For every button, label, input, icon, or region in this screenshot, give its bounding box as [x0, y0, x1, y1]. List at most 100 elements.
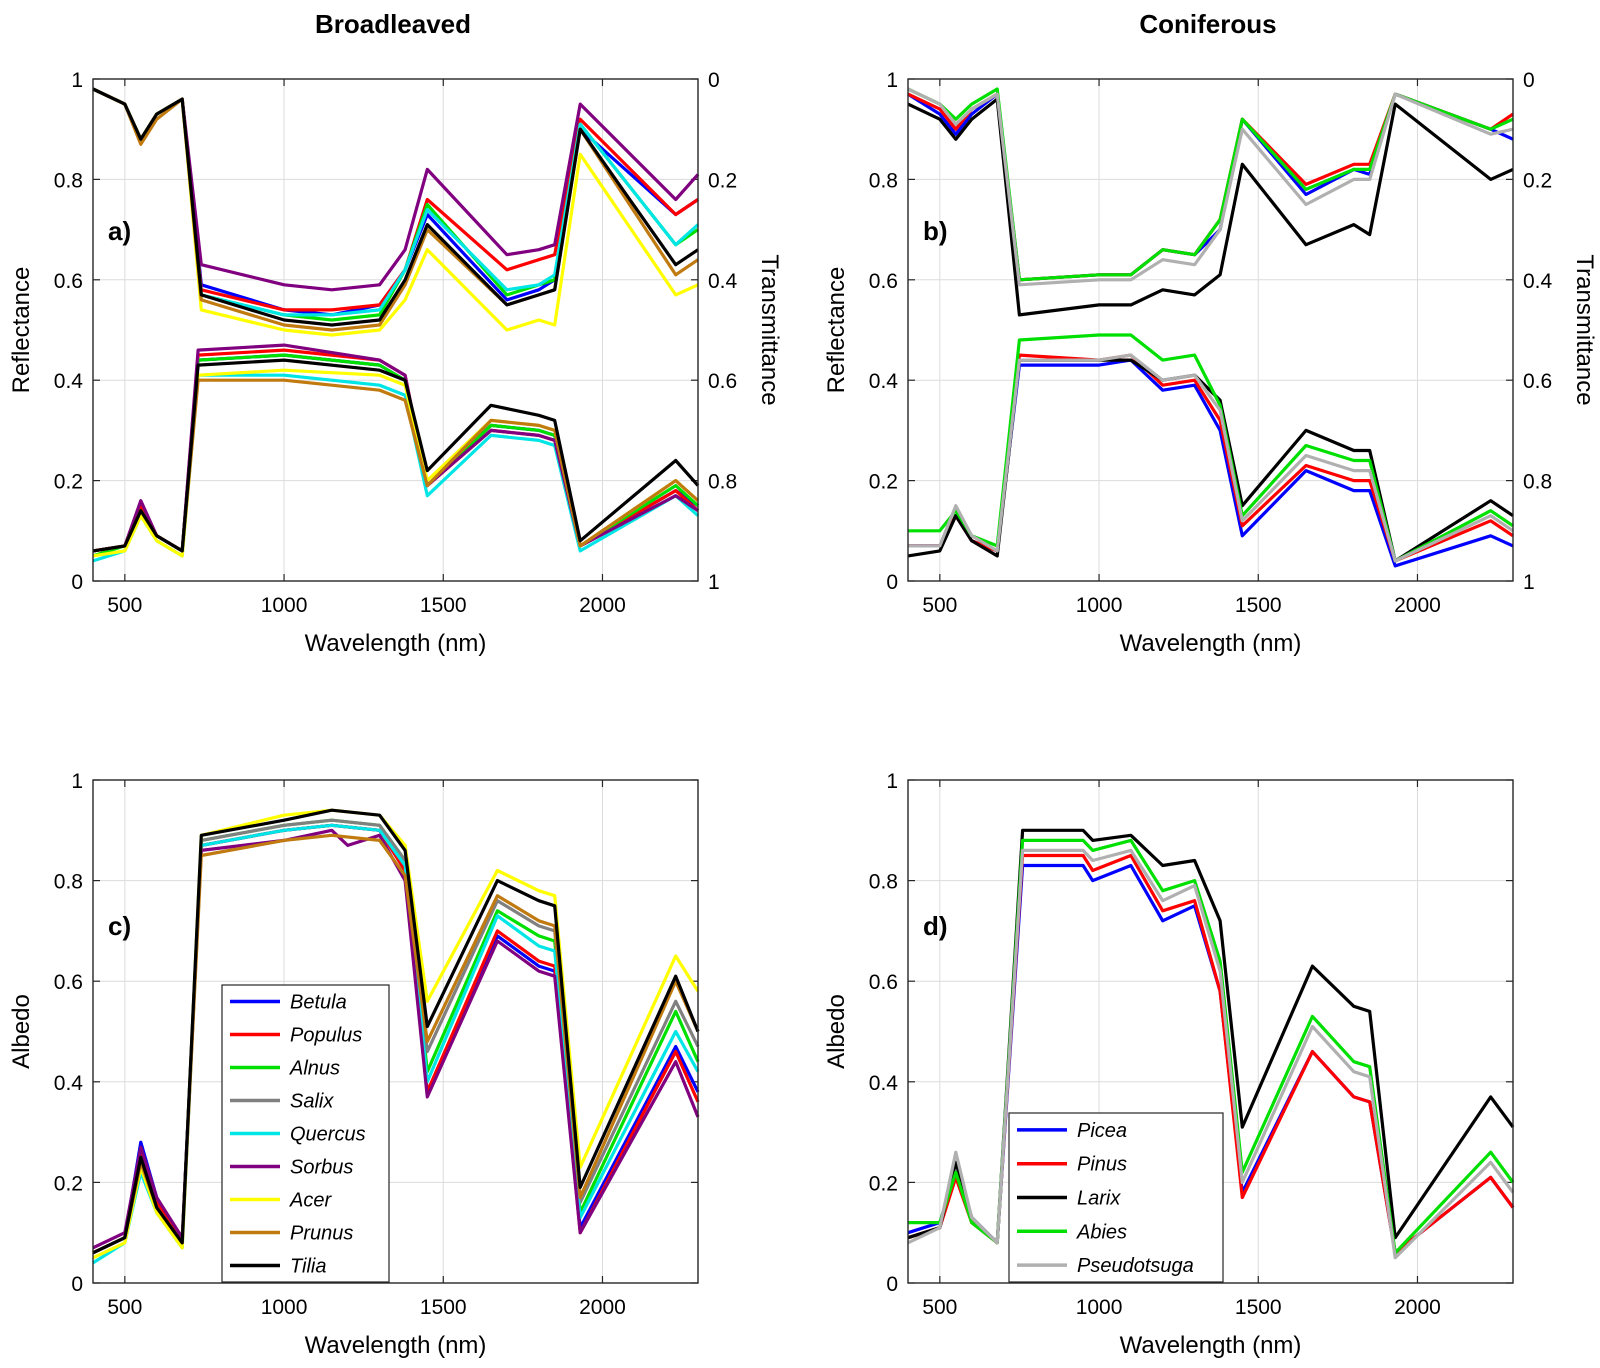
y-tick-label: 1	[71, 69, 83, 92]
y-tick-label: 0.2	[54, 471, 83, 494]
x-tick-label: 1000	[1076, 594, 1123, 617]
x-tick-label: 1500	[420, 1296, 467, 1319]
y-tick-label: 1	[71, 770, 83, 793]
y2-axis-label: Transmittance	[756, 254, 783, 405]
axes-frame	[92, 779, 699, 1284]
legend-label-alnus: Alnus	[289, 1058, 340, 1080]
y2-tick-label: 0	[1523, 69, 1535, 92]
column-title-broadleaved: Broadleaved	[315, 9, 471, 39]
y-tick-label: 0.4	[54, 1072, 84, 1095]
y-tick-label: 1	[886, 69, 898, 92]
y2-tick-label: 1	[1523, 571, 1535, 594]
plot-area	[908, 79, 1513, 581]
column-title-coniferous: Coniferous	[1139, 9, 1276, 39]
reflectance-line-series-8	[92, 358, 700, 553]
legend-label-quercus: Quercus	[290, 1124, 366, 1146]
x-tick-label: 1500	[1235, 1296, 1282, 1319]
y-tick-label: 0	[886, 571, 898, 594]
y2-tick-label: 1	[708, 571, 720, 594]
panel-b-reflectance-transmittance-coniferous: 500 1000 1500 2000 0 0.2 0.4 0.6 0.8 1 1 0.8 0.6 0.4 0…	[823, 69, 1598, 657]
x-tick-label: 500	[107, 594, 142, 617]
plot-area	[93, 79, 698, 581]
y2-tick-label: 0.2	[1523, 169, 1552, 192]
legend-label-prunus: Prunus	[290, 1223, 353, 1245]
x-tick-label: 1000	[261, 1296, 308, 1319]
y2-tick-label: 0.8	[708, 471, 737, 494]
y-tick-label: 0.2	[54, 1172, 83, 1195]
panel-a-reflectance-transmittance-broadleaved: 500 1000 1500 2000 0 0.2 0.4 0.6 0.8 1 1 0.8 0.6 0.4 0…	[8, 69, 783, 657]
x-tick-label: 1500	[420, 594, 467, 617]
x-axis-label: Wavelength (nm)	[1120, 630, 1302, 657]
legend-label-betula: Betula	[290, 992, 347, 1014]
x-axis-label: Wavelength (nm)	[305, 630, 487, 657]
panel-label-d: d)	[923, 911, 948, 941]
y-tick-label: 0.8	[54, 169, 83, 192]
panel-c-albedo-broadleaved: 500 1000 1500 2000 0 0.2 0.4 0.6 0.8 1 Wavelength …	[8, 770, 700, 1359]
y-axis-label: Reflectance	[8, 267, 35, 394]
y-tick-label: 0	[71, 1273, 83, 1296]
y-tick-label: 0.4	[54, 370, 84, 393]
y2-tick-label: 0.4	[708, 270, 738, 293]
transmittance-line-series-3	[907, 97, 1514, 317]
y-axis-label: Reflectance	[823, 267, 850, 394]
y-tick-label: 0.4	[869, 1072, 899, 1095]
axes-frame	[907, 779, 1514, 1284]
legend-label-salix: Salix	[290, 1091, 334, 1113]
albedo-line-pseudotsuga	[907, 848, 1515, 1260]
x-tick-label: 2000	[579, 1296, 626, 1319]
y-tick-label: 0.8	[54, 871, 83, 894]
albedo-line-sorbus	[92, 828, 700, 1250]
y-tick-label: 0	[886, 1273, 898, 1296]
x-tick-label: 500	[107, 1296, 142, 1319]
panel-label-c: c)	[108, 911, 131, 941]
legend-label-picea: Picea	[1077, 1120, 1127, 1142]
y2-tick-label: 0.6	[708, 370, 737, 393]
x-tick-label: 500	[922, 594, 957, 617]
y-tick-label: 1	[886, 770, 898, 793]
y-tick-label: 0.6	[54, 971, 83, 994]
y-tick-label: 0.6	[869, 971, 898, 994]
transmittance-line-series-4	[907, 87, 1514, 282]
legend-label-pinus: Pinus	[1077, 1154, 1127, 1176]
x-tick-label: 2000	[1394, 594, 1441, 617]
transmittance-line-series-8	[92, 87, 699, 327]
x-tick-label: 2000	[579, 594, 626, 617]
y2-tick-label: 0.4	[1523, 270, 1553, 293]
legend-label-sorbus: Sorbus	[290, 1157, 353, 1179]
y-tick-label: 0.8	[869, 169, 898, 192]
y2-axis-label: Transmittance	[1571, 254, 1598, 405]
x-tick-label: 2000	[1394, 1296, 1441, 1319]
transmittance-line-series-5	[907, 87, 1514, 287]
x-axis-label: Wavelength (nm)	[1120, 1332, 1302, 1359]
y-tick-label: 0.4	[869, 370, 899, 393]
x-tick-label: 1000	[1076, 1296, 1123, 1319]
y-tick-label: 0.8	[869, 871, 898, 894]
y2-tick-label: 0.6	[1523, 370, 1552, 393]
y-tick-label: 0.2	[869, 1172, 898, 1195]
albedo-line-tilia	[92, 808, 700, 1255]
y-axis-label: Albedo	[8, 994, 35, 1069]
y-tick-label: 0	[71, 571, 83, 594]
legend-label-tilia: Tilia	[290, 1256, 327, 1278]
y2-tick-label: 0	[708, 69, 720, 92]
y-tick-label: 0.6	[869, 270, 898, 293]
x-tick-label: 1000	[261, 594, 308, 617]
axes-frame	[907, 78, 1514, 582]
reflectance-line-series-5	[908, 353, 1514, 563]
legend-label-abies: Abies	[1076, 1221, 1127, 1243]
panel-label-a: a)	[108, 216, 131, 246]
panel-d-albedo-coniferous: 500 1000 1500 2000 0 0.2 0.4 0.6 0.8 1 Wavelength …	[823, 770, 1515, 1359]
x-tick-label: 1500	[1235, 594, 1282, 617]
y2-tick-label: 0.2	[708, 169, 737, 192]
x-axis-label: Wavelength (nm)	[305, 1332, 487, 1359]
y2-tick-label: 0.8	[1523, 471, 1552, 494]
legend-label-pseudotsuga: Pseudotsuga	[1077, 1255, 1194, 1277]
y-tick-label: 0.2	[869, 471, 898, 494]
legend-label-larix: Larix	[1077, 1188, 1121, 1210]
axes-frame	[92, 78, 699, 582]
albedo-line-abies	[908, 838, 1515, 1255]
legend-label-acer: Acer	[289, 1190, 332, 1212]
y-axis-label: Albedo	[823, 994, 850, 1069]
y-tick-label: 0.6	[54, 270, 83, 293]
